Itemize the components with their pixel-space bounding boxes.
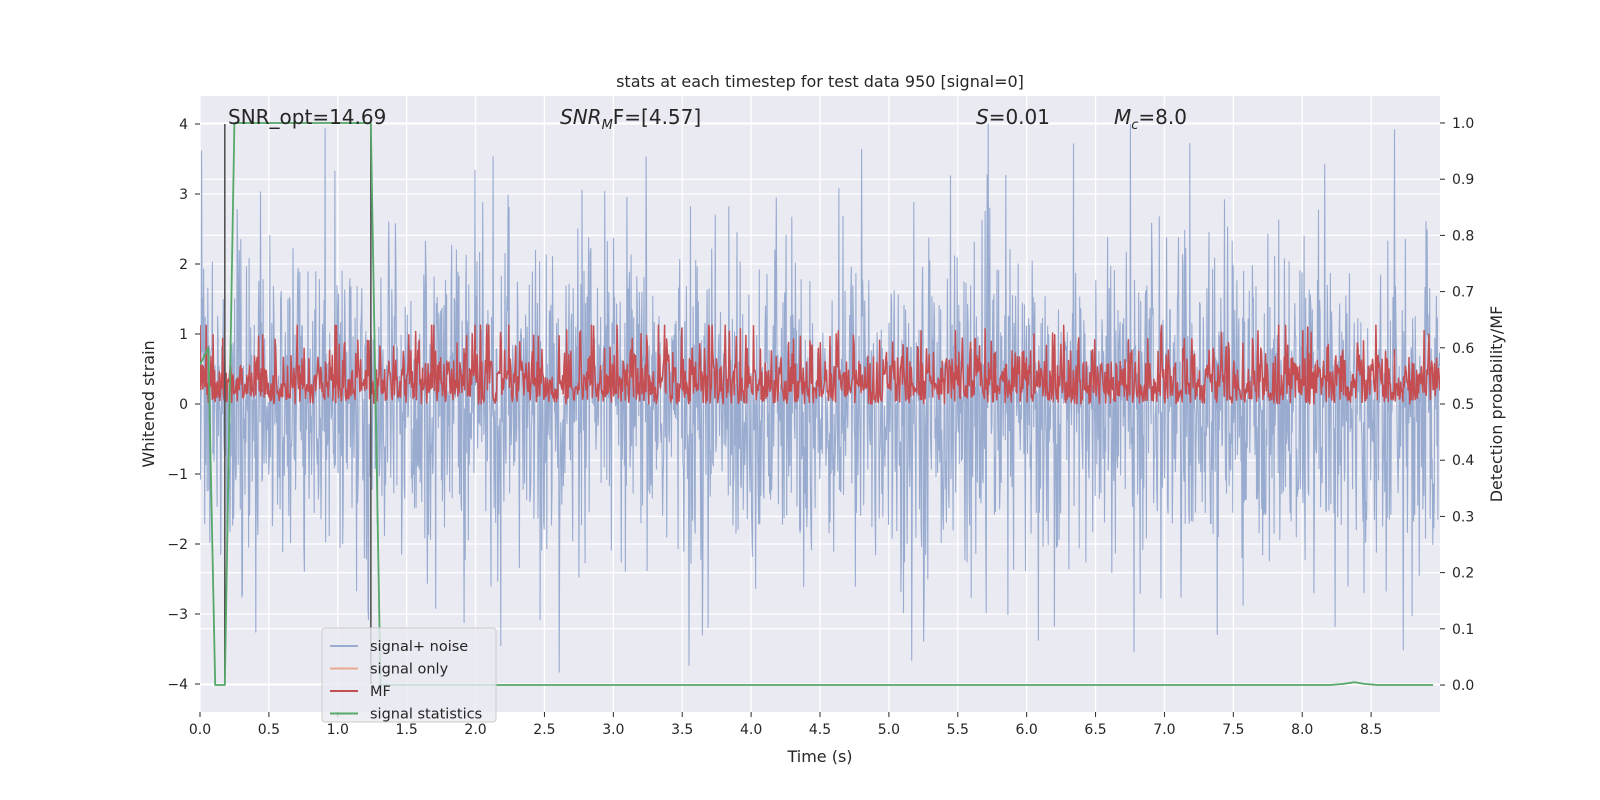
y2-tick-label: 0.7 [1452, 285, 1474, 301]
x-tick-label: 1.0 [327, 722, 349, 738]
y2-tick-label: 0.0 [1452, 678, 1474, 694]
x-tick-label: 7.5 [1222, 722, 1244, 738]
mc-rest: =8.0 [1138, 105, 1187, 129]
y2-tick-label: 1.0 [1452, 116, 1474, 132]
y2-tick-label: 0.2 [1452, 566, 1474, 582]
x-tick-label: 4.0 [740, 722, 762, 738]
y2-tick-label: 0.9 [1452, 172, 1474, 188]
mc-annotation: Mc=8.0 [1114, 105, 1187, 133]
y-tick-label: −3 [167, 607, 188, 623]
x-tick-label: 5.0 [878, 722, 900, 738]
chart-title: stats at each timestep for test data 950… [616, 72, 1024, 91]
x-tick-label: 8.5 [1360, 722, 1382, 738]
s-main: S [976, 105, 989, 129]
s-rest: =0.01 [989, 105, 1050, 129]
legend-signal-only-label: signal only [370, 662, 449, 678]
snr-mf-annotation: SNRMF=[4.57] [560, 105, 701, 133]
x-tick-label: 6.5 [1084, 722, 1106, 738]
y-tick-label: −1 [167, 467, 188, 483]
y-tick-label: 3 [179, 187, 188, 203]
x-axis-label: Time (s) [786, 747, 852, 766]
mf-line [200, 324, 1440, 405]
legend: signal+ noise signal only MF signal statist… [321, 627, 497, 723]
legend-box [321, 627, 497, 723]
y-tick-label: 0 [179, 397, 188, 413]
snr-opt-annotation: SNR_opt=14.69 [228, 105, 386, 129]
snr-mf-main: SNR [560, 105, 602, 129]
legend-mf-label: MF [370, 684, 391, 700]
snr-mf-rest: F=[4.57] [613, 105, 701, 129]
x-tick-label: 1.5 [396, 722, 418, 738]
mc-main: M [1114, 105, 1131, 129]
y-tick-label: −4 [167, 677, 188, 693]
legend-signal-noise-label: signal+ noise [370, 639, 468, 655]
x-tick-label: 6.0 [1016, 722, 1038, 738]
y2-tick-label: 0.1 [1452, 622, 1474, 638]
mc-sub: c [1131, 118, 1138, 133]
series-layer [200, 122, 1440, 686]
y2-tick-label: 0.5 [1452, 397, 1474, 413]
y-tick-label: 4 [179, 117, 188, 133]
y-tick-label: 2 [179, 257, 188, 273]
y2-tick-label: 0.3 [1452, 509, 1474, 525]
y-tick-label: −2 [167, 537, 188, 553]
ticks: 0.0 0.5 1.0 1.5 2.0 2.5 3.0 3.5 4.0 4.5 5.0 5.5 6.0 6… [167, 116, 1474, 738]
x-tick-label: 4.5 [809, 722, 831, 738]
s-annotation: S=0.01 [976, 105, 1050, 129]
x-tick-label: 8.0 [1291, 722, 1313, 738]
x-tick-label: 0.5 [258, 722, 280, 738]
x-tick-label: 2.5 [533, 722, 555, 738]
snr-mf-sub: M [602, 118, 613, 133]
y2-tick-label: 0.8 [1452, 228, 1474, 244]
y2-tick-label: 0.4 [1452, 453, 1474, 469]
y-axis-label: Whitened strain [139, 340, 158, 467]
x-tick-label: 0.0 [189, 722, 211, 738]
y-tick-label: 1 [179, 327, 188, 343]
y2-tick-label: 0.6 [1452, 341, 1474, 357]
x-tick-label: 5.5 [947, 722, 969, 738]
legend-signal-statistics-label: signal statistics [370, 707, 482, 723]
x-tick-label: 2.0 [464, 722, 486, 738]
y2-axis-label: Detection probability/MF [1487, 306, 1506, 503]
x-tick-label: 3.5 [671, 722, 693, 738]
x-tick-label: 3.0 [602, 722, 624, 738]
x-tick-label: 7.0 [1153, 722, 1175, 738]
